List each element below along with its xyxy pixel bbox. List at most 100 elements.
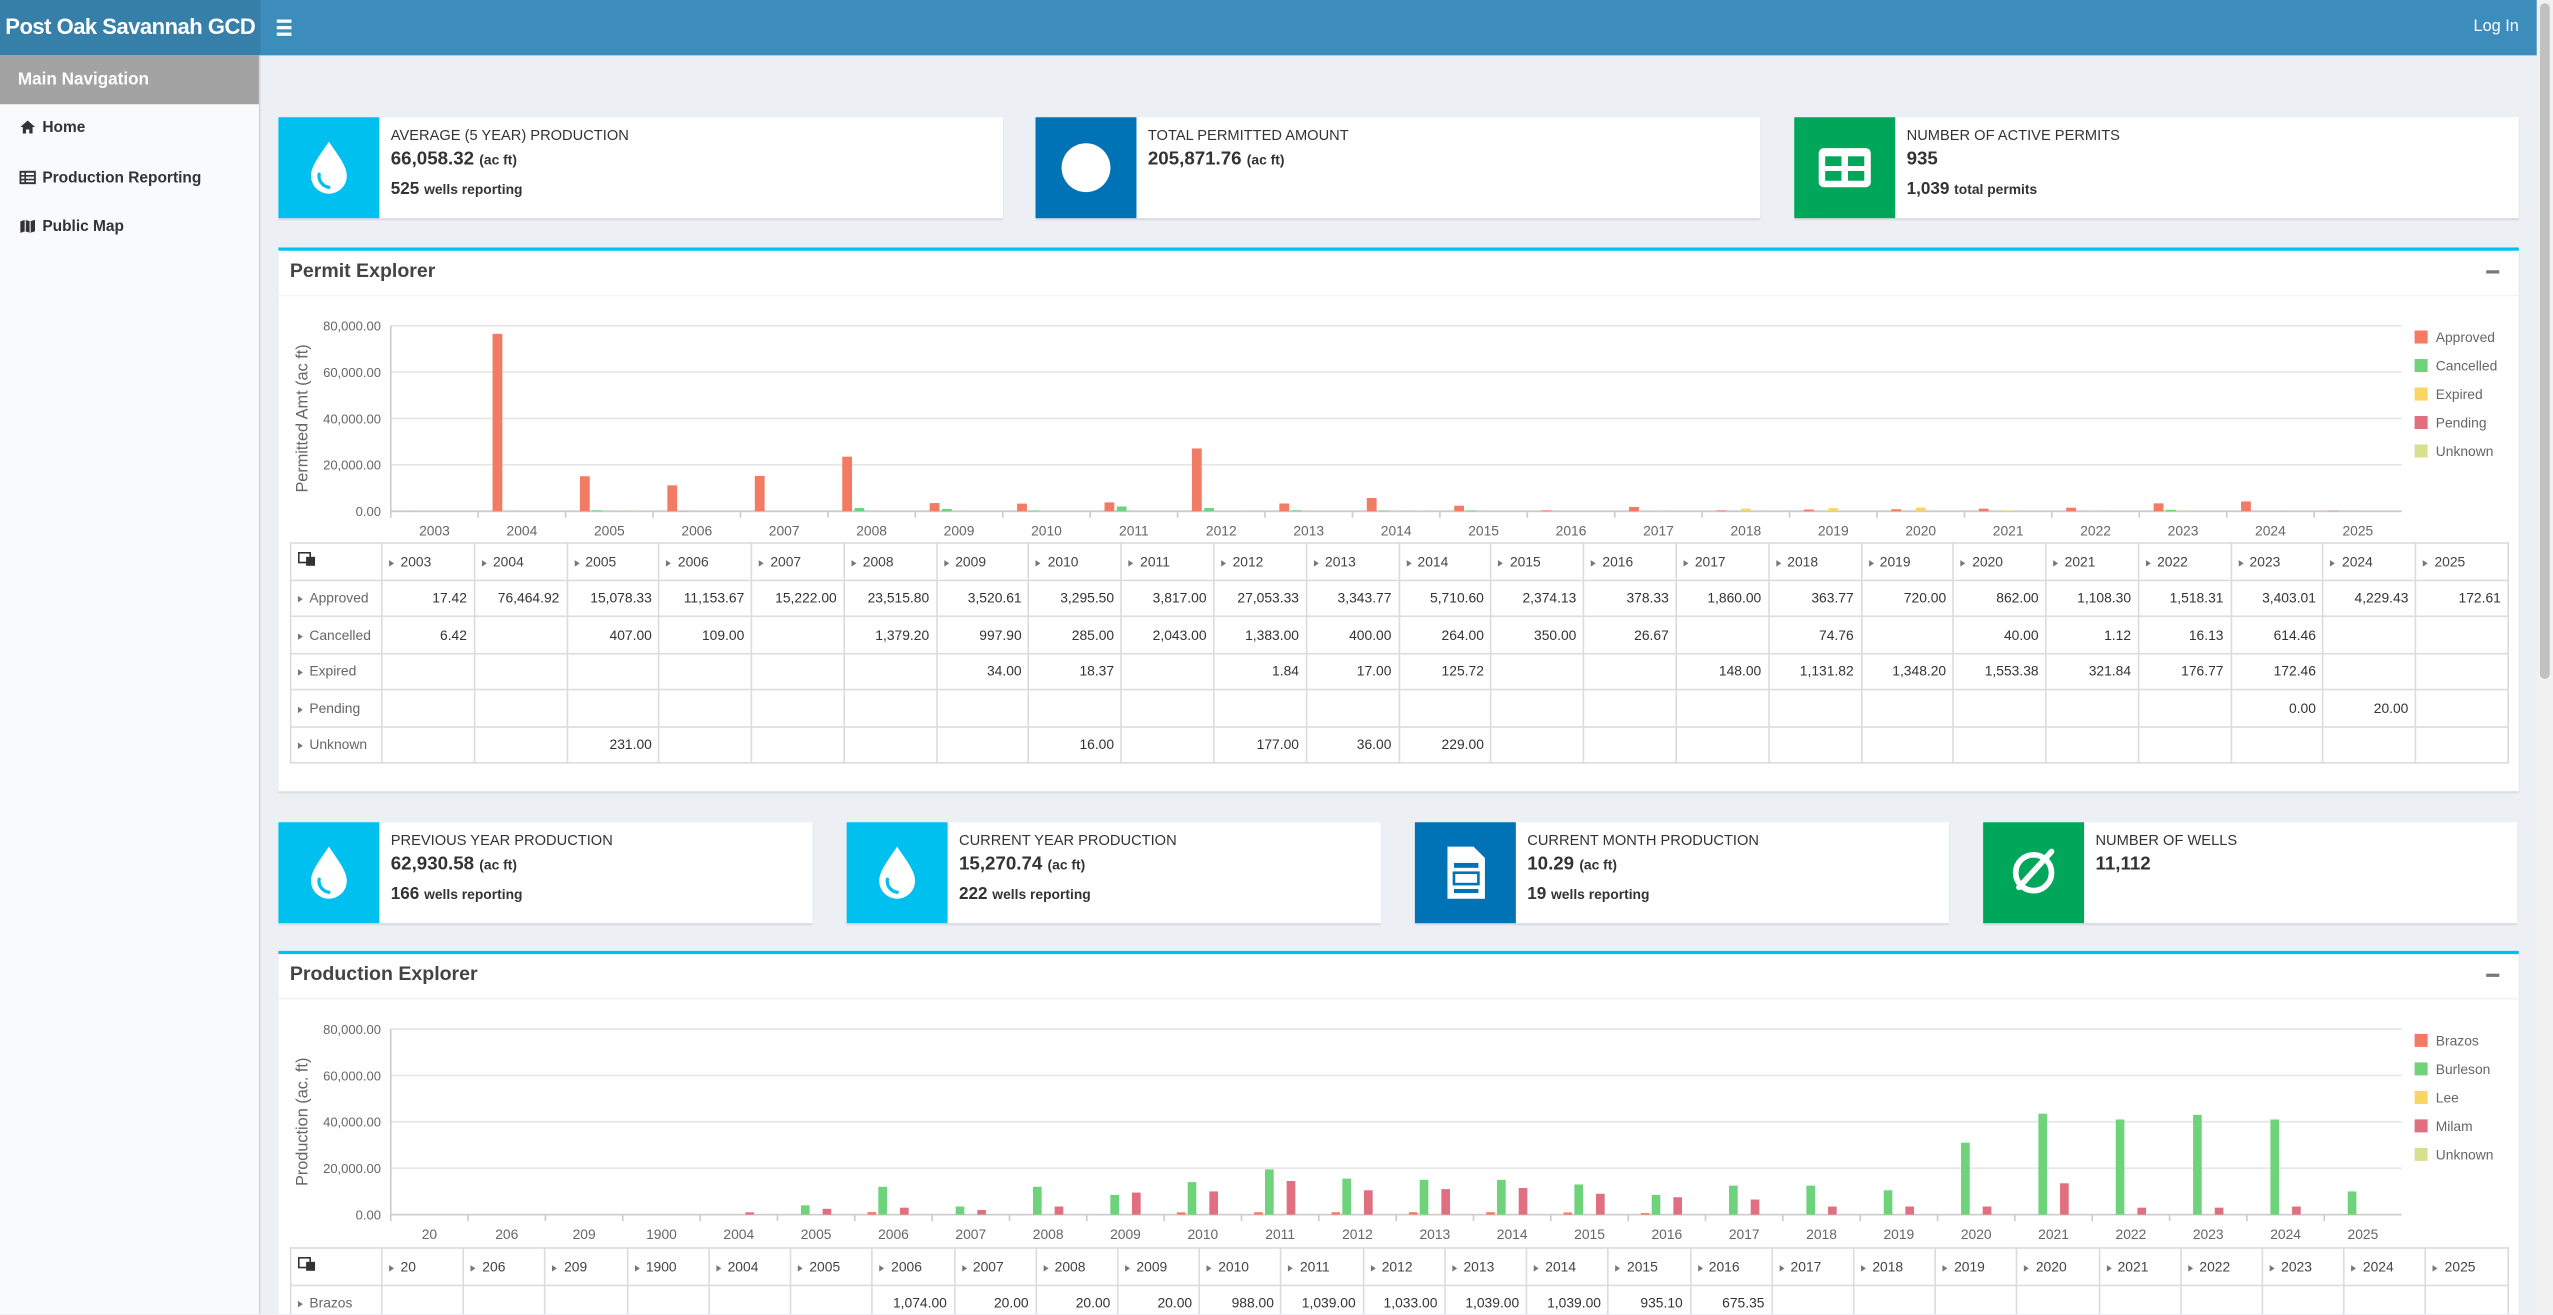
column-header[interactable]: 2021 — [2098, 1247, 2182, 1286]
table-cell: 614.46 — [2230, 615, 2325, 654]
legend-label: Burleson — [2436, 1061, 2491, 1077]
legend-label: Approved — [2436, 329, 2495, 345]
table-cell — [843, 725, 938, 764]
row-header[interactable]: Unknown — [289, 725, 383, 764]
row-header[interactable]: Approved — [289, 578, 383, 618]
column-header[interactable]: 2007 — [953, 1247, 1037, 1286]
info-box-content: CURRENT MONTH PRODUCTION 10.29 (ac ft) 19 … — [1527, 830, 1759, 908]
column-header[interactable]: 2018 — [1852, 1247, 1937, 1286]
column-header[interactable]: 2005 — [789, 1247, 874, 1286]
bar — [1176, 1212, 1186, 1215]
bar — [2153, 503, 2164, 512]
info-box: PREVIOUS YEAR PRODUCTION 62,930.58 (ac ft… — [278, 822, 813, 924]
table-cell: 997.90 — [935, 615, 1030, 654]
x-tick-label: 206 — [495, 1226, 518, 1242]
column-header[interactable]: 2012 — [1362, 1247, 1446, 1286]
row-header[interactable]: Expired — [289, 652, 383, 691]
column-header[interactable]: 2011 — [1120, 542, 1215, 581]
column-header[interactable]: 2024 — [2322, 542, 2417, 581]
column-header[interactable]: 2022 — [2137, 542, 2232, 581]
x-tick-label: 2021 — [2038, 1226, 2069, 1242]
column-header[interactable]: 2019 — [1934, 1247, 2018, 1286]
table-cell — [1860, 688, 1955, 727]
column-header[interactable]: 2023 — [2230, 542, 2325, 581]
column-header[interactable]: 2004 — [473, 542, 568, 581]
collapse-button[interactable] — [2486, 270, 2500, 273]
legend-label: Lee — [2436, 1089, 2459, 1105]
bar — [878, 1186, 887, 1215]
column-header[interactable]: 2012 — [1213, 542, 1308, 581]
nav-item[interactable]: Public Map — [20, 215, 124, 241]
table-cell — [2016, 1283, 2100, 1314]
column-header[interactable]: 2004 — [708, 1247, 792, 1286]
table-cell: 231.00 — [565, 725, 660, 764]
column-header[interactable]: 2008 — [1035, 1247, 1119, 1286]
column-header[interactable]: 2013 — [1443, 1247, 1528, 1286]
column-header[interactable]: 2006 — [871, 1247, 955, 1286]
login-link[interactable]: Log In — [2473, 17, 2519, 36]
table-cell — [380, 688, 476, 727]
column-header[interactable]: 2021 — [2045, 542, 2140, 581]
data-row: Pending 0.00 20.00 — [289, 688, 2509, 727]
menu-toggle[interactable] — [276, 19, 292, 36]
table-cell — [1934, 1283, 2018, 1314]
x-tick-label: 2010 — [1031, 523, 1062, 539]
column-header[interactable]: 209 — [544, 1247, 628, 1286]
column-header[interactable]: 2006 — [658, 542, 753, 581]
column-header[interactable]: 206 — [462, 1247, 547, 1286]
column-header[interactable]: 1900 — [626, 1247, 710, 1286]
column-header[interactable]: 2018 — [1767, 542, 1862, 581]
table-cell — [750, 688, 845, 727]
table-cell: 1,518.31 — [2137, 578, 2232, 618]
bar — [1828, 1206, 1837, 1215]
column-header[interactable]: 2016 — [1689, 1247, 1773, 1286]
column-header[interactable]: 20 — [380, 1247, 465, 1286]
row-header[interactable]: Brazos — [289, 1283, 383, 1314]
info-box-value: 66,058.32 — [390, 149, 475, 170]
collapse-button[interactable] — [2486, 973, 2500, 977]
y-tick-label: 20,000.00 — [323, 1161, 381, 1176]
column-header[interactable]: 2014 — [1525, 1247, 1610, 1286]
column-header[interactable]: 2010 — [1028, 542, 1123, 581]
x-tick-label: 2017 — [1729, 1226, 1760, 1242]
row-header[interactable]: Cancelled — [289, 615, 383, 654]
bar — [1518, 1187, 1528, 1215]
table-cell: 76,464.92 — [473, 578, 568, 618]
table-cell: 1.84 — [1213, 652, 1308, 691]
column-header[interactable]: 2020 — [2016, 1247, 2100, 1286]
table-cell: 400.00 — [1305, 615, 1400, 654]
column-header[interactable]: 2005 — [565, 542, 660, 581]
column-header[interactable]: 2017 — [1771, 1247, 1855, 1286]
info-box-unit: (ac ft) — [1047, 856, 1086, 873]
column-header[interactable]: 2014 — [1397, 542, 1493, 581]
column-header[interactable]: 2024 — [2343, 1247, 2427, 1286]
table-cell: 17.00 — [1305, 652, 1400, 691]
column-header[interactable]: 2009 — [1116, 1247, 1201, 1286]
column-header[interactable]: 2023 — [2261, 1247, 2346, 1286]
column-header[interactable]: 2003 — [380, 542, 476, 581]
column-header[interactable]: 2025 — [2425, 1247, 2509, 1286]
column-header[interactable]: 2009 — [935, 542, 1030, 581]
column-header[interactable]: 2010 — [1198, 1247, 1283, 1286]
column-header[interactable]: 2013 — [1305, 542, 1400, 581]
column-header[interactable]: 2011 — [1280, 1247, 1364, 1286]
brand[interactable]: Post Oak Savannah GCD — [0, 0, 261, 56]
column-header[interactable]: 2015 — [1490, 542, 1585, 581]
column-header[interactable]: 2020 — [1952, 542, 2047, 581]
column-header[interactable]: 2015 — [1607, 1247, 1691, 1286]
table-cell: 363.77 — [1767, 578, 1862, 618]
row-header[interactable]: Pending — [289, 688, 383, 727]
column-header[interactable]: 2025 — [2414, 542, 2509, 581]
table-cell — [2322, 725, 2417, 764]
column-header[interactable]: 2007 — [750, 542, 845, 581]
nav-item[interactable]: Production Reporting — [19, 165, 202, 191]
column-header[interactable]: 2017 — [1675, 542, 1770, 581]
export-icon[interactable] — [297, 552, 316, 567]
column-header[interactable]: 2019 — [1860, 542, 1955, 581]
column-header[interactable]: 2008 — [843, 542, 938, 581]
export-icon[interactable] — [297, 1257, 316, 1272]
column-header[interactable]: 2022 — [2179, 1247, 2264, 1286]
nav-item[interactable]: Home — [20, 116, 85, 142]
bar — [2193, 1114, 2202, 1215]
column-header[interactable]: 2016 — [1582, 542, 1677, 581]
